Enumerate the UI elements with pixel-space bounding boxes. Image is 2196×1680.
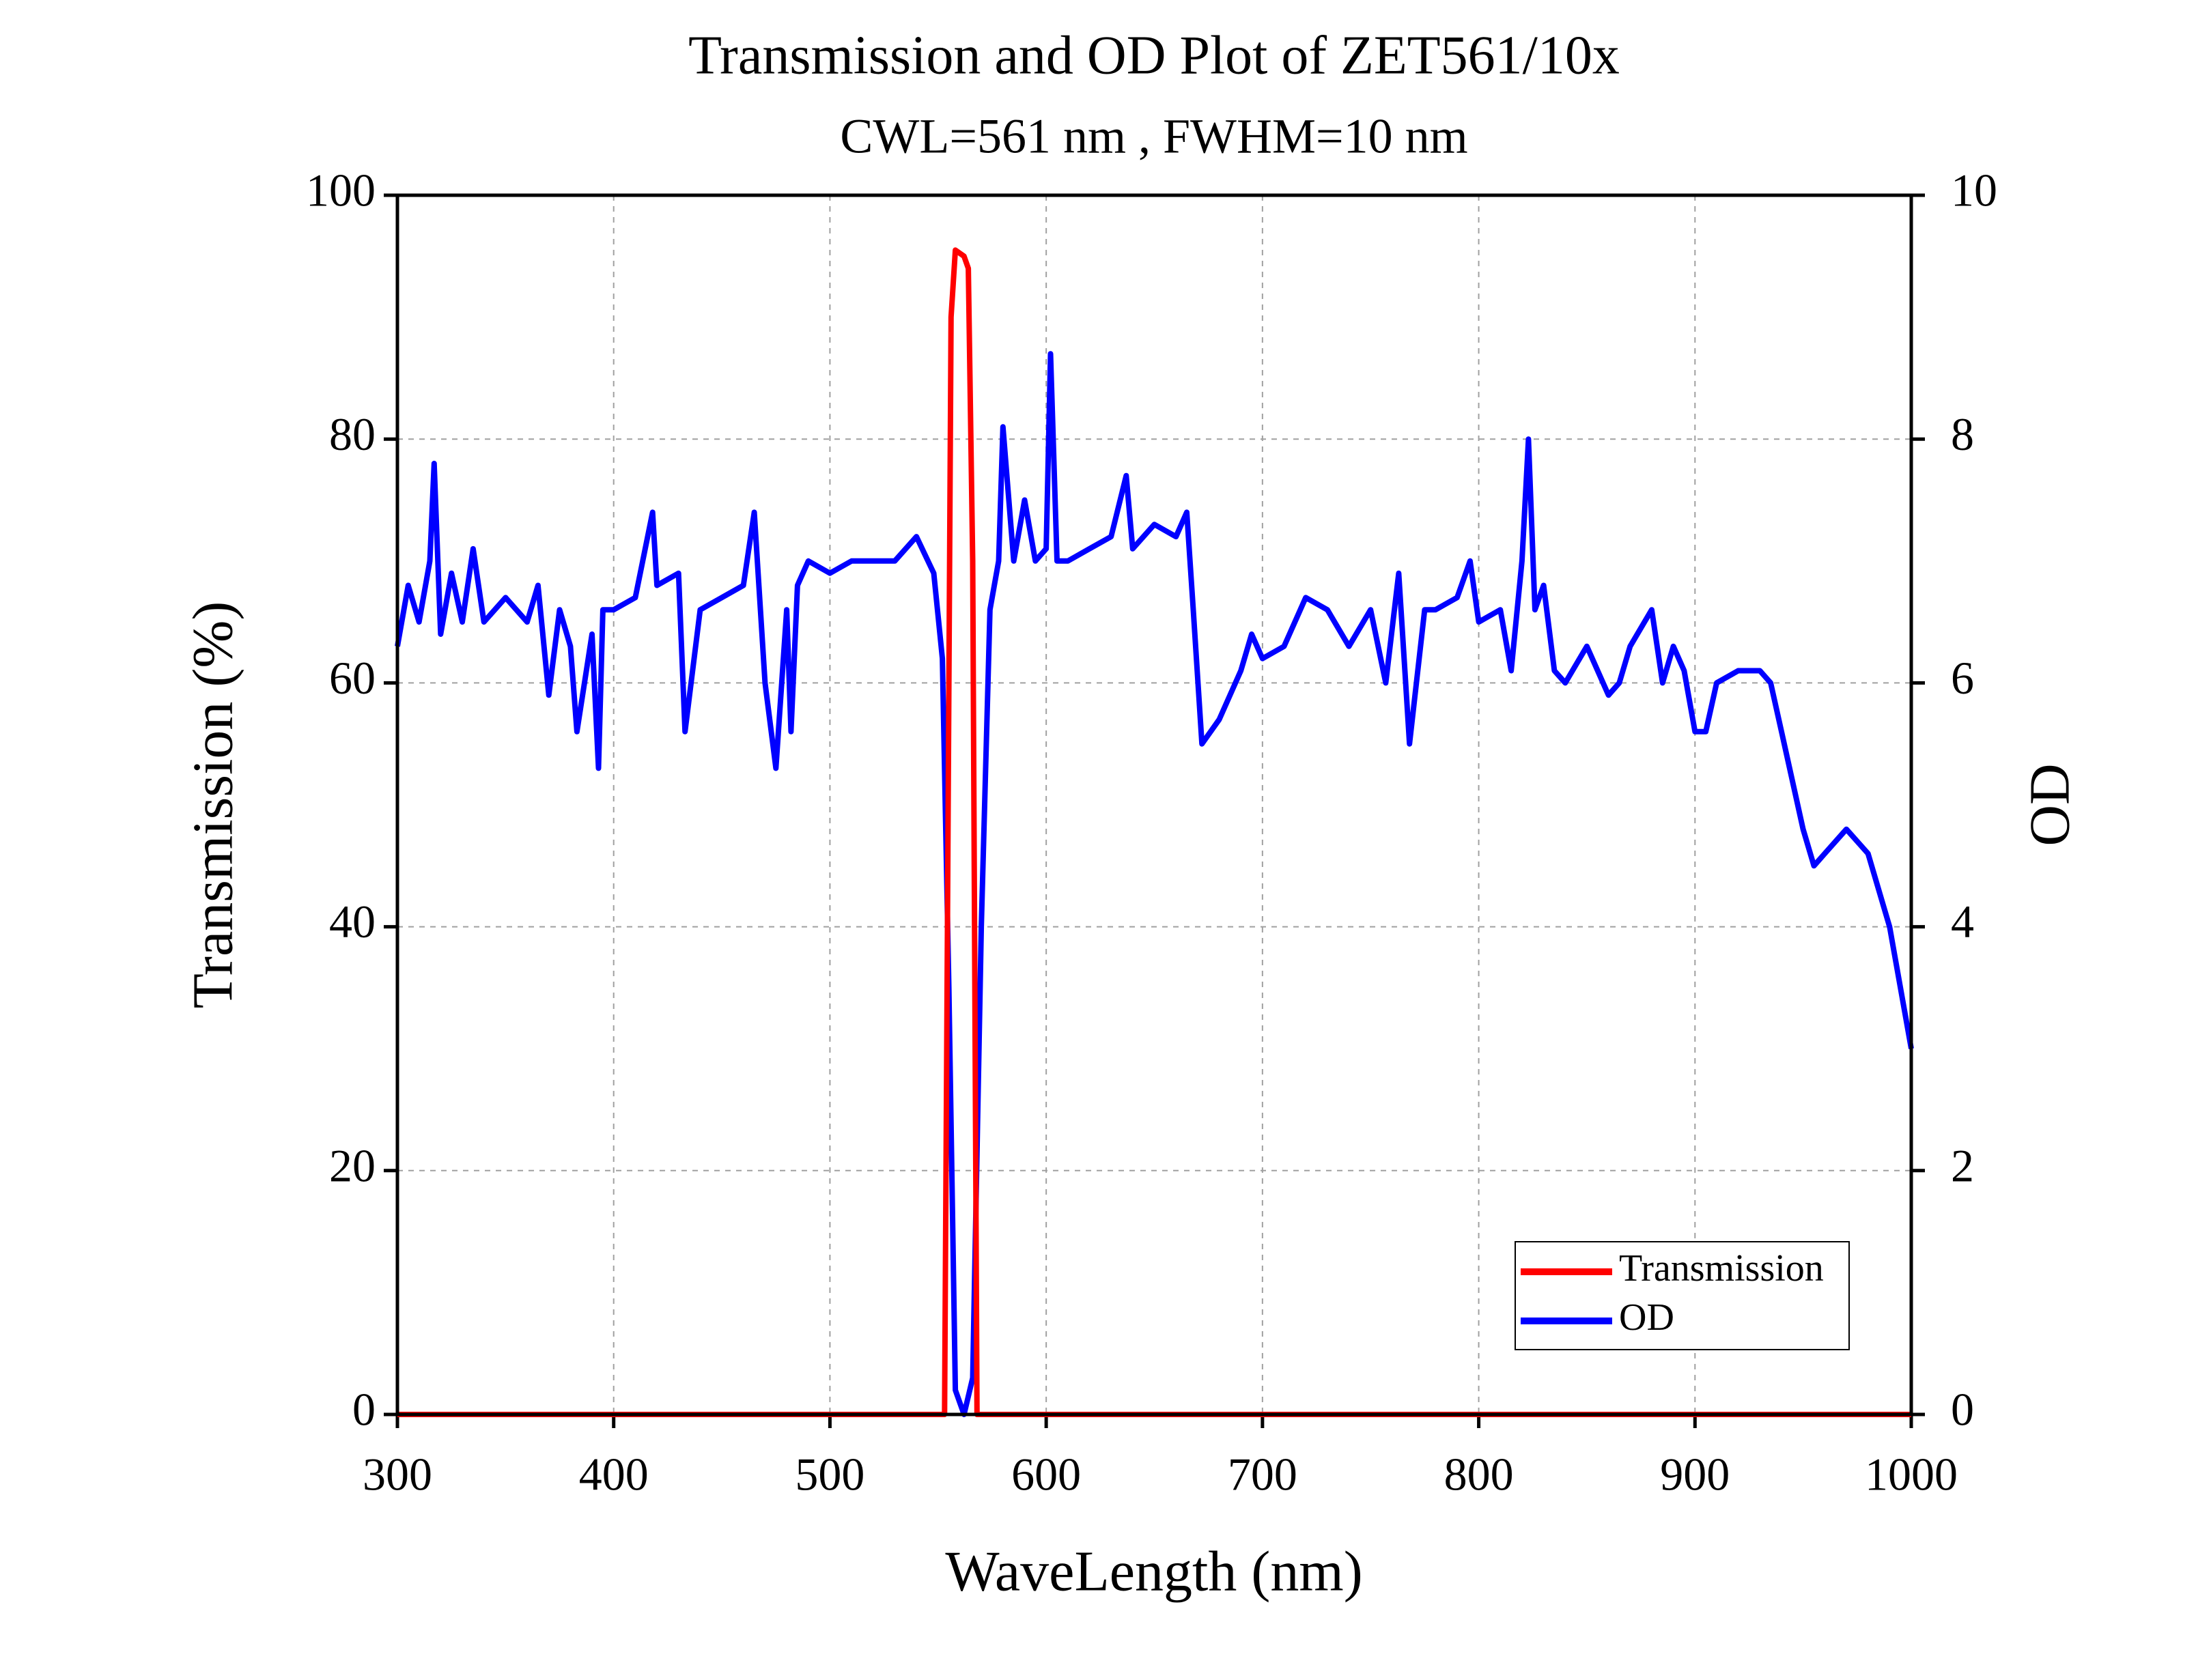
x-tick-label: 900 (1660, 1449, 1730, 1500)
x-tick-label: 400 (579, 1449, 649, 1500)
y2-tick-label: 4 (1951, 896, 1974, 948)
y2-axis-label: OD (2018, 763, 2081, 846)
y-axis-label: Transmission (%) (181, 601, 244, 1009)
y-tick-label: 80 (329, 408, 376, 460)
x-tick-label: 1000 (1865, 1449, 1958, 1500)
plot-frame (395, 193, 1913, 1416)
legend-label: Transmission (1619, 1247, 1824, 1290)
y2-tick-label: 2 (1951, 1139, 1974, 1191)
legend-box (1515, 1241, 1850, 1350)
chart-subtitle: CWL=561 nm , FWHM=10 nm (840, 109, 1467, 164)
y2-tick-label: 10 (1951, 165, 1997, 216)
legend-label: OD (1619, 1296, 1674, 1339)
x-tick-label: 700 (1228, 1449, 1297, 1500)
x-tick-label: 800 (1444, 1449, 1514, 1500)
y-tick-label: 20 (329, 1139, 376, 1191)
data-line (397, 247, 1911, 1417)
y2-tick-label: 0 (1951, 1384, 1974, 1436)
x-tick-label: 500 (795, 1449, 864, 1500)
chart-title: Transmission and OD Plot of ZET561/10x (688, 25, 1620, 85)
data-line (395, 351, 1914, 1417)
x-axis-label: WaveLength (nm) (945, 1539, 1362, 1603)
x-tick-label: 300 (363, 1449, 432, 1500)
y-tick-label: 100 (306, 165, 376, 216)
y-tick-label: 40 (329, 896, 376, 948)
y-tick-label: 60 (329, 652, 376, 704)
y-tick-label: 0 (352, 1384, 376, 1436)
y2-tick-label: 6 (1951, 652, 1974, 704)
x-tick-label: 600 (1011, 1449, 1081, 1500)
y2-tick-label: 8 (1951, 408, 1974, 460)
